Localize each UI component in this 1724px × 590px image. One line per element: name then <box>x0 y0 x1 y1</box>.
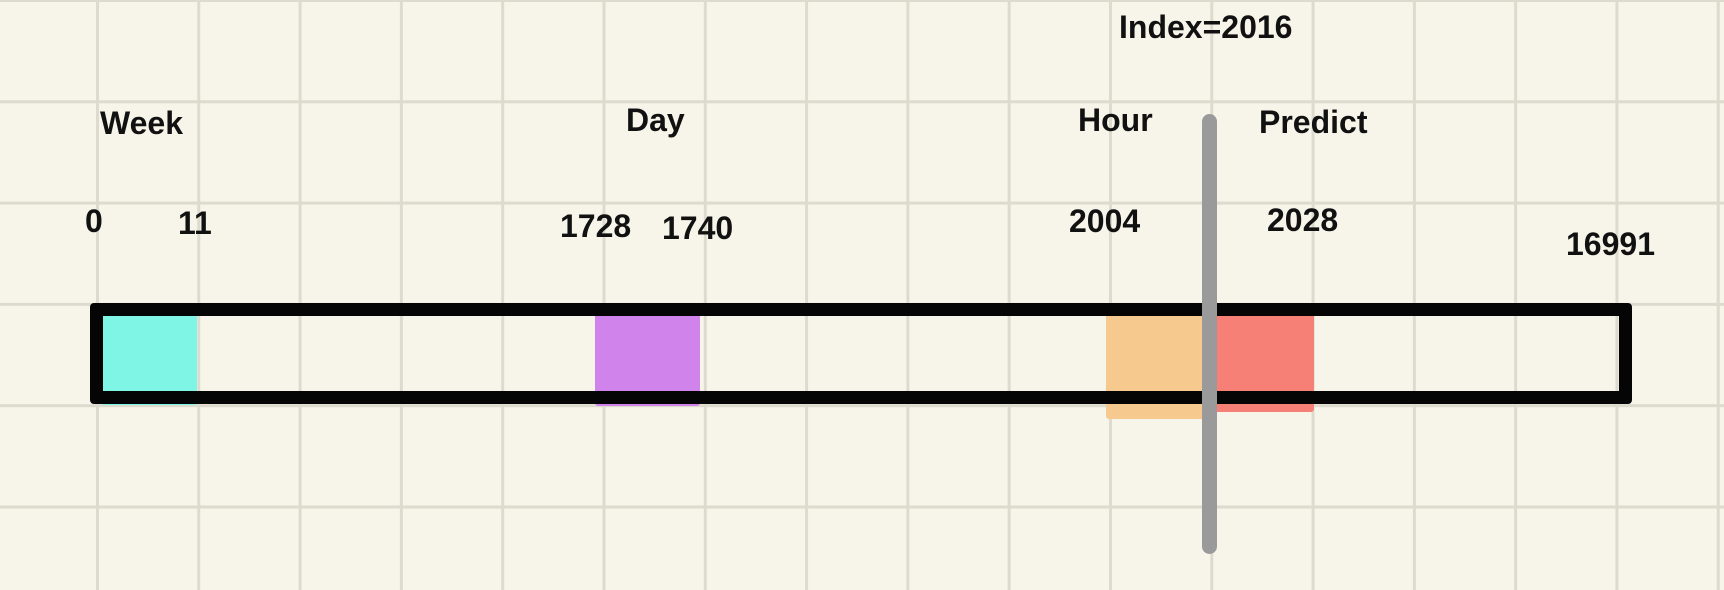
predict-label: Predict <box>1259 104 1368 140</box>
tick-week-start: 0 <box>85 203 103 239</box>
tick-week-end: 11 <box>178 205 212 241</box>
tick-day-end: 1740 <box>662 210 734 246</box>
tick-day-start: 1728 <box>560 208 632 244</box>
week-label: Week <box>100 105 184 141</box>
week-segment <box>101 312 197 405</box>
timeline-frame <box>90 303 1632 404</box>
day-segment <box>595 313 700 406</box>
day-label: Day <box>626 102 685 138</box>
index-label: Index=2016 <box>1119 9 1293 45</box>
tick-hour-start: 2004 <box>1069 203 1141 239</box>
tick-predict-end: 2028 <box>1267 202 1339 238</box>
hour-label: Hour <box>1078 102 1153 138</box>
current-index-line <box>1202 114 1217 554</box>
tick-total-end: 16991 <box>1566 226 1655 262</box>
